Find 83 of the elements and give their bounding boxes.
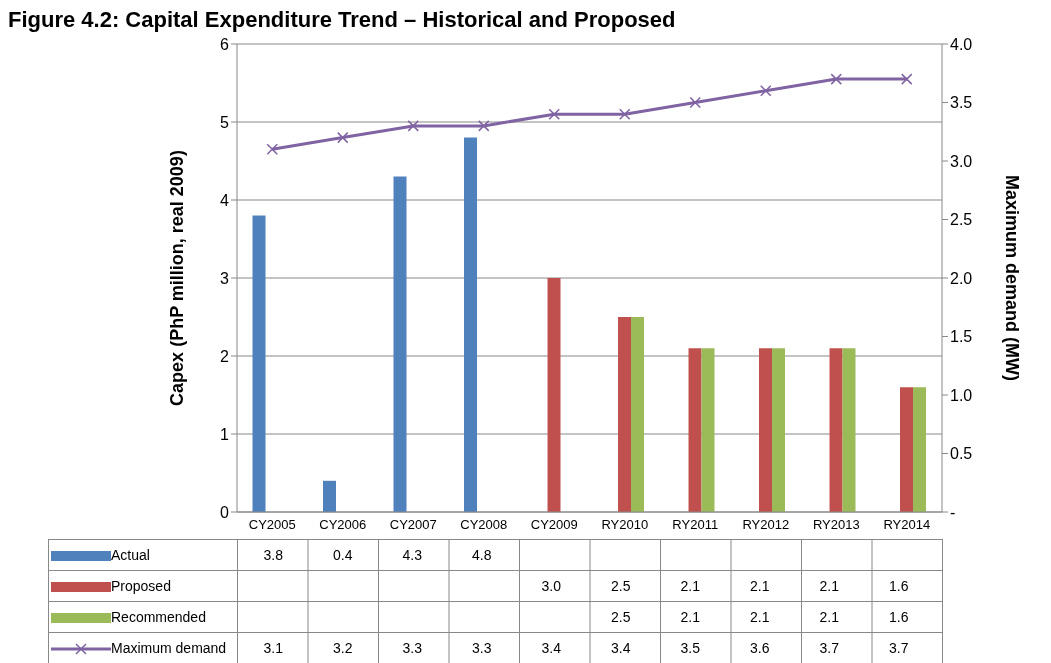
- data-label: 4.3: [402, 547, 422, 563]
- legend-label: Recommended: [111, 609, 206, 625]
- bar: [829, 348, 843, 512]
- point: [478, 120, 490, 132]
- y2-tick-label: 4.0: [950, 35, 973, 53]
- data-label: 2.1: [680, 609, 700, 625]
- data-label: 3.7: [889, 640, 909, 656]
- point: [901, 73, 913, 85]
- y-tick-label: 3: [220, 269, 230, 287]
- bar: [772, 348, 786, 512]
- y-tick-label: 0: [220, 503, 230, 521]
- point: [337, 131, 349, 144]
- y-tick-label: 6: [220, 35, 230, 53]
- y2-tick-label: 3.0: [950, 152, 973, 170]
- bar: [688, 348, 702, 512]
- data-label: 3.8: [263, 547, 283, 563]
- x-tick-label: RY2014: [883, 517, 931, 533]
- data-label: 2.1: [750, 609, 770, 625]
- data-label: 2.5: [611, 609, 631, 625]
- bar: [252, 215, 266, 512]
- y2-tick-label: 1.0: [950, 386, 973, 404]
- y-tick-label: 4: [220, 191, 230, 209]
- bar: [547, 278, 561, 512]
- bar: [759, 348, 773, 512]
- data-label: 3.5: [680, 640, 700, 656]
- chart-title: Figure 4.2: Capital Expenditure Trend – Historical and Proposed: [8, 7, 677, 34]
- bar: [913, 387, 927, 512]
- legend-label: Proposed: [111, 578, 171, 594]
- point: [407, 120, 419, 132]
- point: [266, 143, 278, 156]
- point: [689, 96, 701, 109]
- data-label: 3.0: [541, 578, 561, 594]
- data-label: 3.4: [611, 640, 631, 656]
- x-tick-label: RY2013: [812, 517, 860, 533]
- data-label: 3.4: [541, 640, 561, 656]
- bar: [393, 176, 407, 512]
- bar: [323, 480, 337, 512]
- bar: [842, 348, 856, 512]
- y2-tick-label: -: [950, 503, 956, 521]
- data-label: 3.3: [472, 640, 492, 656]
- bar: [701, 348, 715, 512]
- y2-tick-label: 2.0: [950, 269, 973, 287]
- data-label: 1.6: [889, 578, 909, 594]
- y-tick-label: 1: [220, 425, 230, 443]
- bar: [618, 317, 632, 512]
- y-axis-title: Capex (PhP million, real 2009): [167, 150, 188, 406]
- data-label: 3.3: [402, 640, 422, 656]
- legend-label: Actual: [111, 547, 150, 563]
- point: [619, 108, 631, 120]
- data-label: 3.2: [333, 640, 353, 656]
- data-label: 2.1: [819, 578, 839, 594]
- bar: [464, 137, 478, 512]
- point: [760, 85, 772, 97]
- x-tick-label: RY2012: [742, 517, 790, 533]
- y2-tick-label: 1.5: [950, 328, 973, 346]
- data-label: 3.1: [263, 640, 283, 656]
- data-label: 3.7: [819, 640, 839, 656]
- data-label: 2.1: [819, 609, 839, 625]
- data-label: 2.5: [611, 578, 631, 594]
- x-tick-label: CY2008: [460, 517, 508, 533]
- y-tick-label: 2: [220, 347, 230, 365]
- x-tick-label: CY2005: [248, 517, 296, 533]
- data-label: 1.6: [889, 609, 909, 625]
- x-tick-label: RY2011: [672, 517, 719, 533]
- point: [830, 73, 842, 85]
- data-label: 0.4: [333, 547, 353, 563]
- data-label: 2.1: [750, 578, 770, 594]
- bar: [900, 387, 914, 512]
- x-tick-label: CY2007: [389, 517, 437, 533]
- data-label: 2.1: [680, 578, 700, 594]
- y2-tick-label: 0.5: [950, 445, 973, 463]
- bar: [631, 317, 645, 512]
- x-tick-label: CY2009: [530, 517, 578, 533]
- data-label: 4.8: [472, 547, 492, 563]
- x-tick-label: CY2006: [319, 517, 367, 533]
- y-tick-label: 5: [220, 113, 230, 131]
- y2-tick-label: 3.5: [950, 94, 973, 112]
- legend-label: Maximum demand: [111, 640, 227, 656]
- y2-tick-label: 2.5: [950, 211, 973, 229]
- y2-axis-title: Maximum demand (MW): [1001, 174, 1022, 382]
- data-label: 3.6: [750, 640, 770, 656]
- point: [548, 108, 560, 120]
- x-tick-label: RY2010: [601, 517, 649, 533]
